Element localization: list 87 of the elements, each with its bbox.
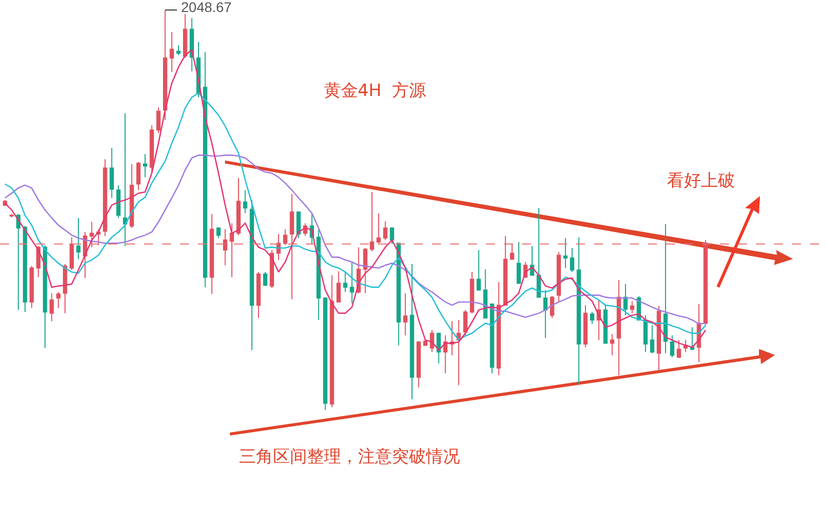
candlestick xyxy=(250,200,254,350)
candlestick xyxy=(150,124,154,172)
candlestick xyxy=(50,292,54,322)
candlestick xyxy=(383,220,388,240)
candlestick xyxy=(90,222,94,248)
candlestick xyxy=(350,262,354,304)
candlestick xyxy=(516,242,521,284)
candlestick xyxy=(216,226,221,238)
candlestick xyxy=(476,250,481,290)
candlestick xyxy=(496,282,501,376)
candlestick xyxy=(56,292,61,308)
candlestick xyxy=(203,52,208,288)
candlestick xyxy=(62,264,68,314)
candlestick xyxy=(163,10,168,120)
candlestick xyxy=(616,280,621,376)
candlestick xyxy=(536,208,541,298)
candlestick xyxy=(656,306,661,370)
candlestick xyxy=(376,212,381,244)
candlestick xyxy=(463,310,468,336)
candlestick xyxy=(136,162,141,190)
candlestick xyxy=(456,320,461,386)
candlestick xyxy=(556,252,561,302)
candlestick xyxy=(576,236,581,384)
text: 黄金4H 方源 xyxy=(324,80,426,101)
text: 三角区间整理，注意突破情况 xyxy=(239,447,460,467)
annotation: 看好上破 xyxy=(667,171,735,191)
candlestick xyxy=(290,194,294,300)
candlestick xyxy=(336,270,341,302)
candlestick xyxy=(416,340,421,388)
candlestick xyxy=(323,298,328,410)
candlestick xyxy=(16,214,20,310)
candlestick xyxy=(443,334,448,374)
candlestick xyxy=(663,224,668,354)
candlestick xyxy=(670,334,674,358)
candlestick xyxy=(410,264,414,400)
candlestick xyxy=(643,314,648,352)
candlestick xyxy=(583,304,588,348)
candlestick xyxy=(156,106,161,134)
candlestick xyxy=(102,158,108,236)
candlestick xyxy=(690,326,694,350)
candlestick xyxy=(650,324,654,354)
candlestick xyxy=(190,18,194,72)
candlestick xyxy=(343,270,348,292)
candlestick xyxy=(676,340,682,358)
candlestick xyxy=(76,218,81,260)
candlestick xyxy=(130,164,134,228)
candlestick xyxy=(30,266,34,308)
candlestick xyxy=(176,44,181,56)
candlestick xyxy=(142,154,148,178)
candlestick xyxy=(116,184,121,218)
candlestick xyxy=(122,112,128,246)
candlestick xyxy=(263,272,268,286)
candlestick xyxy=(590,312,594,324)
candlestick xyxy=(610,334,614,356)
candlestick xyxy=(243,190,248,214)
candlestick xyxy=(230,222,234,278)
candlestick xyxy=(236,178,241,236)
candlestick xyxy=(223,228,228,266)
candlestick xyxy=(363,248,368,294)
candlestick xyxy=(330,274,334,408)
candlestick xyxy=(550,296,554,318)
candlestick xyxy=(470,272,474,314)
candlestick xyxy=(370,192,374,252)
candlestick xyxy=(483,268,488,318)
candlestick xyxy=(510,244,514,260)
candlestick xyxy=(42,244,48,348)
candlestick xyxy=(210,214,214,294)
candlestick xyxy=(283,228,288,246)
candlestick xyxy=(503,236,508,306)
candlestick xyxy=(22,226,28,312)
candlestick xyxy=(183,14,188,58)
candlestick xyxy=(423,340,428,346)
candlestick xyxy=(390,226,394,244)
candlestick xyxy=(170,32,174,72)
candlestick xyxy=(563,238,568,268)
candlestick xyxy=(256,272,261,318)
candlestick xyxy=(703,240,708,326)
candlestick xyxy=(436,332,441,364)
candlestick xyxy=(570,248,574,272)
annotation: 2048.67 xyxy=(181,0,232,15)
candlestick xyxy=(10,214,14,218)
candlestick xyxy=(630,300,634,314)
candlestick xyxy=(70,236,74,270)
candlestick xyxy=(403,292,408,336)
candlestick xyxy=(543,290,548,338)
candlestick xyxy=(110,148,114,198)
candlestick xyxy=(623,284,628,316)
